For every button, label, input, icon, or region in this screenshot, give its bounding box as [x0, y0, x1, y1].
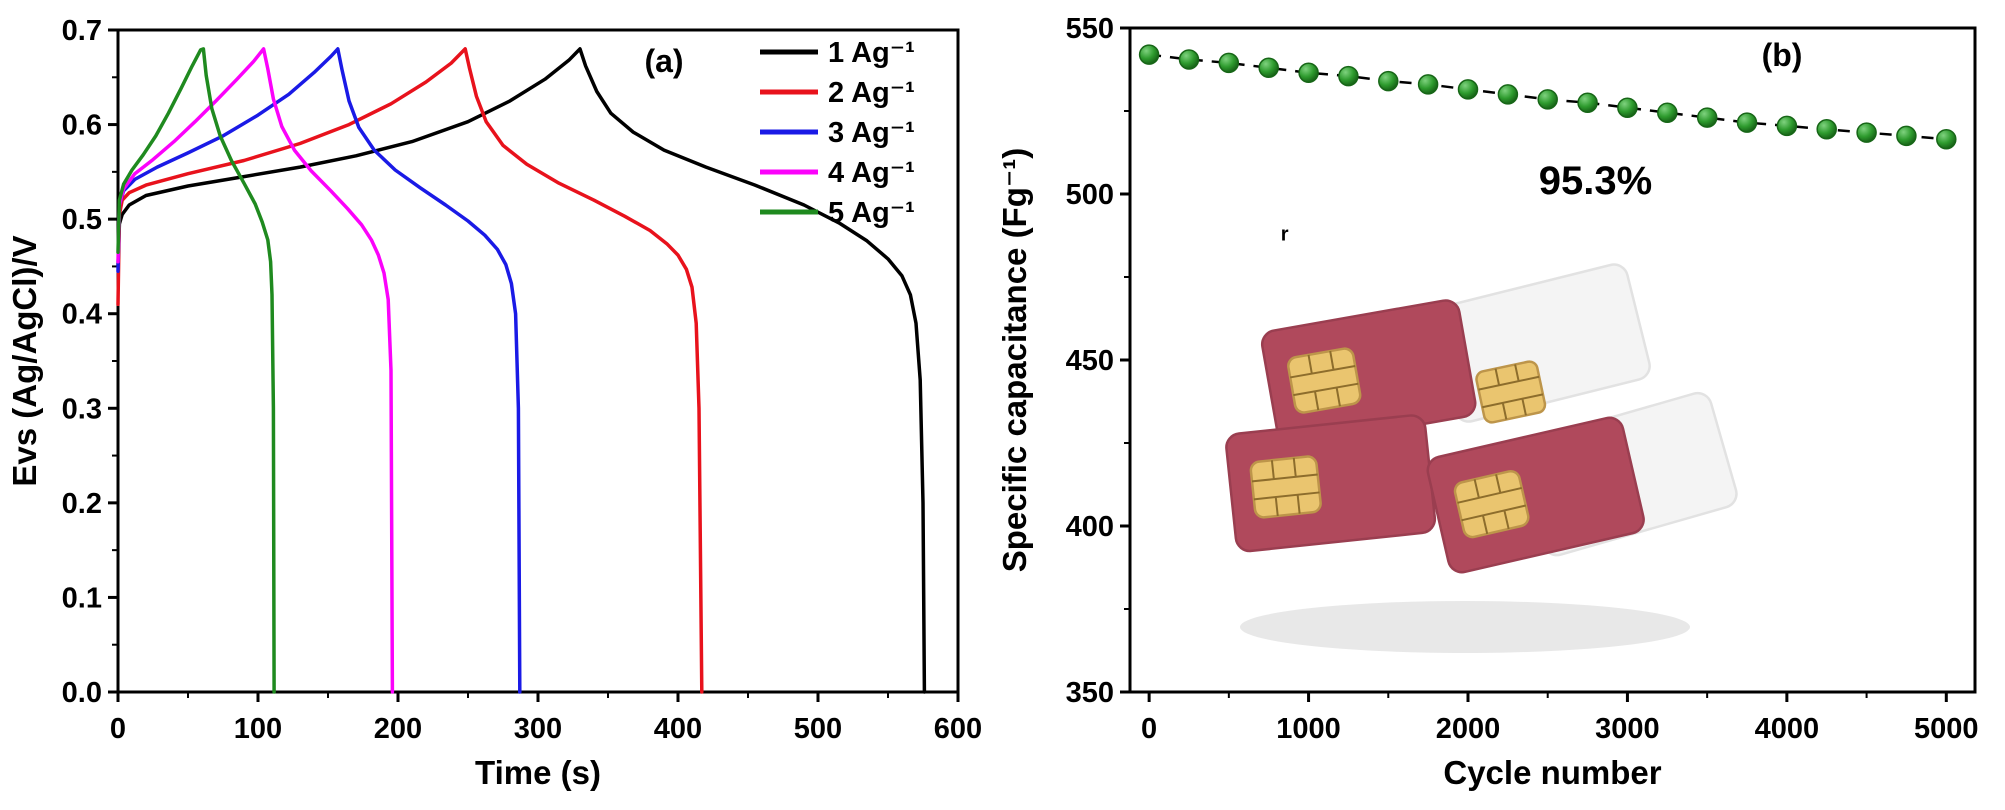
chart-a-charge-discharge-curves: 0 100 200 300 400 500 600 0.0 0.1 0.2 0.3 0.4 0.5 0.6… [6, 15, 982, 791]
x-tick-label: 600 [934, 713, 982, 745]
y-tick-label: 350 [1066, 677, 1114, 709]
panel-a-label: (a) [644, 43, 683, 79]
data-point-sphere [1657, 102, 1678, 123]
sim-chip [1475, 360, 1547, 424]
x-tick-label: 100 [234, 713, 282, 745]
y-tick-label: 550 [1066, 13, 1114, 45]
data-point-sphere [1736, 112, 1758, 133]
y-tick-label: 0.5 [62, 204, 102, 236]
y-tick-label: 400 [1066, 511, 1114, 543]
y-tick-label: 0.2 [62, 488, 102, 520]
data-point-sphere [1338, 65, 1359, 87]
x-tick-label: 0 [110, 713, 126, 745]
sim-chip [1287, 347, 1362, 414]
data-point-sphere [1258, 57, 1279, 79]
axes: 0 100 200 300 400 500 600 0.0 0.1 0.2 0.3 0.4 0.5 0.6… [6, 15, 982, 791]
x-tick-label: 1000 [1276, 713, 1341, 745]
gcd-curve-3Ag⁻¹ [116, 47, 522, 694]
gcd-curve-4Ag⁻¹ [116, 47, 395, 694]
data-point-sphere [1298, 62, 1319, 84]
y-axis-title: Specific capacitance (Fg⁻¹) [996, 148, 1033, 573]
data-point-sphere [1696, 107, 1718, 128]
sim-chip [1249, 455, 1322, 519]
data-point-sphere [1378, 70, 1399, 92]
sim-card [1225, 414, 1437, 553]
y-tick-label: 0.1 [62, 582, 102, 614]
y-tick-label: 0.3 [62, 393, 102, 425]
data-point-sphere [1417, 74, 1439, 95]
data-point-sphere [1497, 84, 1519, 105]
legend-label: 3 Ag⁻¹ [828, 117, 915, 149]
y-tick-label: 450 [1066, 345, 1114, 377]
sim-cards-inset-image [1225, 263, 1738, 653]
panel-b-label: (b) [1762, 37, 1803, 73]
data-point-sphere [1776, 115, 1798, 137]
y-tick-label: 0.0 [62, 677, 102, 709]
data-point-sphere [1816, 119, 1837, 140]
y-axis-title: Evs (Ag/AgCl)/V [6, 235, 43, 486]
data-point-sphere [1577, 92, 1598, 113]
axes: 0 1000 2000 3000 4000 5000 350 400 450 500 550 Cycl… [996, 13, 1979, 791]
x-tick-label: 4000 [1755, 713, 1820, 745]
data-point-sphere [1178, 49, 1200, 70]
capacitance-markers [1138, 44, 1957, 150]
y-tick-label: 0.6 [62, 110, 102, 142]
data-point-sphere [1856, 122, 1877, 143]
gcd-curve-5Ag⁻¹ [116, 47, 276, 694]
data-point-sphere [1457, 79, 1479, 100]
data-point-sphere [1138, 44, 1160, 65]
sim-card [1426, 416, 1645, 574]
sim-card [1260, 299, 1477, 449]
y-tick-label: 0.7 [62, 15, 102, 47]
y-tick-label: 500 [1066, 179, 1114, 211]
x-axis-title: Time (s) [475, 754, 601, 791]
x-tick-label: 3000 [1595, 713, 1660, 745]
legend-label: 4 Ag⁻¹ [828, 157, 915, 189]
data-point-sphere [1218, 52, 1240, 74]
gcd-curve-1Ag⁻¹ [116, 47, 927, 694]
legend-label: 1 Ag⁻¹ [828, 37, 915, 69]
data-point-sphere [1936, 128, 1957, 150]
gcd-curve-2Ag⁻¹ [116, 47, 704, 694]
x-tick-label: 400 [654, 713, 702, 745]
x-tick-label: 0 [1141, 713, 1157, 745]
data-point-sphere [1617, 97, 1638, 118]
retention-annotation: 95.3% [1539, 159, 1652, 203]
x-axis-title: Cycle number [1443, 754, 1661, 791]
legend-label: 5 Ag⁻¹ [828, 197, 915, 229]
x-tick-label: 2000 [1436, 713, 1501, 745]
y-tick-label: 0.4 [62, 299, 102, 331]
gcd-curves [116, 47, 927, 694]
x-tick-label: 300 [514, 713, 562, 745]
data-point-sphere [1896, 125, 1917, 147]
x-tick-label: 500 [794, 713, 842, 745]
chart-b-cycling-stability: 0 1000 2000 3000 4000 5000 350 400 450 500 550 Cycl… [996, 13, 1979, 791]
x-tick-label: 200 [374, 713, 422, 745]
data-point-sphere [1537, 89, 1558, 110]
sim-chip [1453, 469, 1530, 539]
x-tick-label: 5000 [1914, 713, 1979, 745]
inset-shadow [1240, 601, 1690, 653]
legend: 1 Ag⁻¹ 2 Ag⁻¹ 3 Ag⁻¹ 4 Ag⁻¹ 5 Ag⁻¹ [760, 37, 915, 229]
stray-red-mark: r [1281, 224, 1289, 246]
legend-label: 2 Ag⁻¹ [828, 77, 915, 109]
